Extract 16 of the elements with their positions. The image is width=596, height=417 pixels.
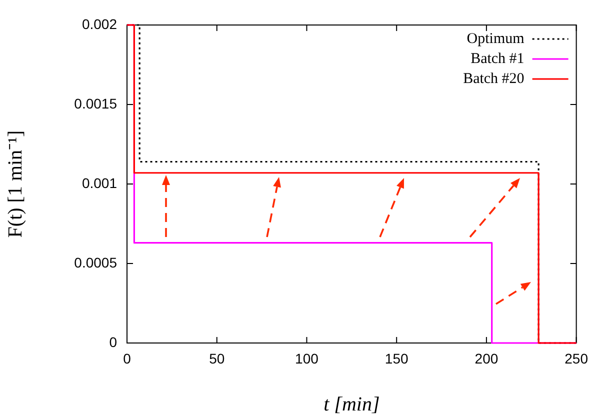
legend-label: Optimum [466, 30, 525, 47]
x-tick-label: 200 [474, 350, 498, 366]
y-tick-label: 0 [109, 334, 118, 350]
x-tick-label: 100 [295, 350, 319, 366]
y-tick-label: 0.0015 [74, 95, 118, 112]
legend-label: Batch #20 [463, 70, 524, 87]
x-axis-title: t [min] [324, 393, 380, 416]
legend-label: Batch #1 [470, 50, 524, 67]
x-tick-label: 0 [123, 350, 132, 366]
x-tick-label: 250 [564, 350, 588, 366]
x-tick-label: 150 [384, 350, 408, 366]
x-tick-label: 50 [209, 350, 225, 366]
y-axis-title: F(t) [1 min⁻¹] [4, 130, 26, 238]
y-tick-label: 0.0005 [74, 254, 118, 270]
y-tick-label: 0.001 [82, 174, 118, 191]
y-tick-label: 0.002 [82, 16, 118, 32]
